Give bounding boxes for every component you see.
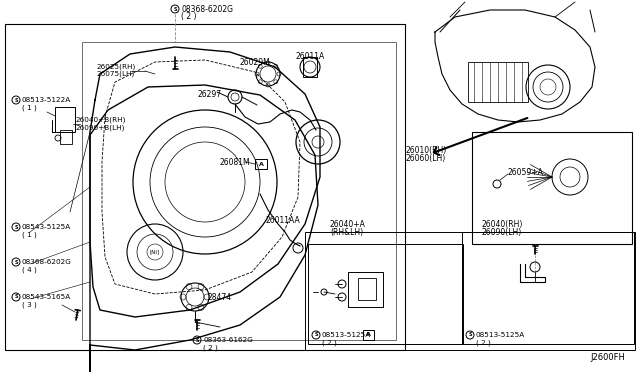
- Bar: [468, 62, 528, 102]
- Text: 08543-5125A: 08543-5125A: [22, 224, 71, 230]
- Text: S: S: [14, 97, 18, 103]
- Text: [NI]: [NI]: [150, 250, 160, 254]
- Text: 08513-5125A: 08513-5125A: [322, 332, 371, 338]
- Text: 26040+A: 26040+A: [330, 219, 366, 228]
- Text: 26059+A: 26059+A: [508, 167, 544, 176]
- Text: ( 2 ): ( 2 ): [476, 340, 491, 346]
- Bar: [55, 107, 75, 132]
- Text: 26040(RH): 26040(RH): [482, 219, 524, 228]
- Text: 28474: 28474: [208, 292, 232, 301]
- Text: 26090+B(LH): 26090+B(LH): [75, 125, 124, 131]
- Text: 26090(LH): 26090(LH): [482, 228, 522, 237]
- Text: A: A: [259, 161, 264, 167]
- Text: 26075(LH): 26075(LH): [96, 71, 134, 77]
- Text: 26010(RH): 26010(RH): [405, 145, 446, 154]
- Bar: [60, 130, 72, 144]
- Text: 26029M: 26029M: [240, 58, 271, 67]
- Text: ( 1 ): ( 1 ): [22, 105, 36, 111]
- Text: 08368-6202G: 08368-6202G: [181, 4, 233, 13]
- Bar: [472, 132, 632, 244]
- Text: 08363-6162G: 08363-6162G: [203, 337, 253, 343]
- Text: ( 2 ): ( 2 ): [203, 345, 218, 351]
- Text: 08543-5165A: 08543-5165A: [22, 294, 71, 300]
- Text: ( 2 ): ( 2 ): [181, 12, 196, 20]
- Bar: [358, 278, 376, 300]
- Bar: [255, 159, 267, 169]
- Text: 26081M: 26081M: [220, 157, 251, 167]
- Text: 26040+B(RH): 26040+B(RH): [75, 117, 125, 123]
- Text: ( 1 ): ( 1 ): [22, 232, 36, 238]
- Text: ( 4 ): ( 4 ): [22, 267, 36, 273]
- Bar: [348, 272, 383, 307]
- Bar: [308, 244, 463, 344]
- Text: S: S: [314, 333, 317, 337]
- Text: A: A: [365, 333, 371, 337]
- Bar: [305, 232, 635, 350]
- Text: S: S: [14, 295, 18, 299]
- Text: (RH&LH): (RH&LH): [330, 228, 363, 237]
- Text: 26011A: 26011A: [295, 51, 324, 61]
- Bar: [5, 24, 405, 350]
- Text: 08368-6202G: 08368-6202G: [22, 259, 72, 265]
- Bar: [363, 330, 374, 340]
- Text: 26011AA: 26011AA: [265, 215, 300, 224]
- Text: 08513-5122A: 08513-5122A: [22, 97, 71, 103]
- Text: J2600FH: J2600FH: [590, 353, 625, 362]
- Text: S: S: [468, 333, 472, 337]
- Text: S: S: [14, 224, 18, 230]
- Text: 26060(LH): 26060(LH): [405, 154, 445, 163]
- Text: S: S: [195, 337, 199, 343]
- Bar: [462, 232, 634, 344]
- Bar: [82, 42, 396, 340]
- Text: S: S: [173, 6, 177, 12]
- Bar: [303, 57, 317, 77]
- Text: ( 2 ): ( 2 ): [322, 340, 337, 346]
- Text: 26297: 26297: [198, 90, 222, 99]
- Text: ( 3 ): ( 3 ): [22, 302, 36, 308]
- Text: S: S: [14, 260, 18, 264]
- Text: 26025(RH): 26025(RH): [96, 64, 135, 70]
- Text: 08513-5125A: 08513-5125A: [476, 332, 525, 338]
